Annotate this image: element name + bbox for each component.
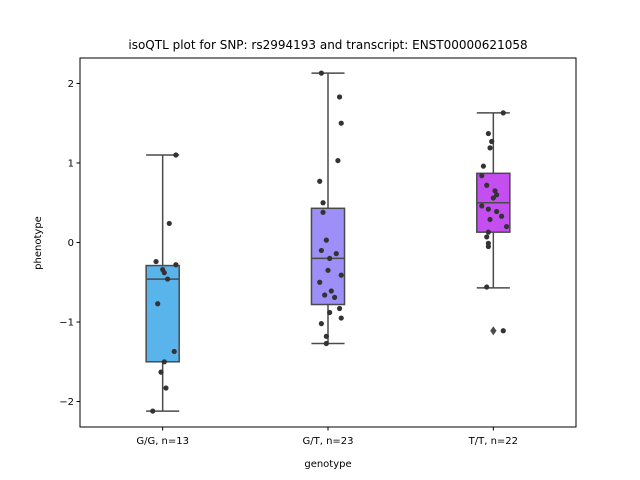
data-point bbox=[480, 163, 487, 169]
data-point bbox=[317, 279, 323, 285]
data-point bbox=[487, 216, 493, 223]
data-point bbox=[479, 203, 485, 209]
data-point bbox=[323, 237, 329, 243]
data-point bbox=[484, 182, 490, 188]
data-point bbox=[320, 200, 326, 206]
data-point bbox=[153, 258, 159, 265]
x-tick-label: T/T, n=22 bbox=[468, 436, 518, 447]
data-point bbox=[484, 284, 490, 290]
chart-title: isoQTL plot for SNP: rs2994193 and trans… bbox=[128, 38, 527, 52]
y-tick-label: −2 bbox=[59, 397, 74, 408]
y-tick-label: 0 bbox=[68, 238, 74, 249]
data-point bbox=[487, 145, 493, 151]
y-tick-label: 2 bbox=[68, 79, 74, 90]
data-point bbox=[323, 340, 329, 347]
outlier-marker bbox=[490, 326, 497, 336]
x-tick-label: G/G, n=13 bbox=[136, 436, 189, 447]
data-point bbox=[503, 223, 510, 230]
data-point bbox=[318, 70, 324, 76]
data-point bbox=[489, 138, 495, 145]
data-point bbox=[479, 173, 485, 179]
data-point bbox=[484, 234, 490, 240]
y-tick-label: 1 bbox=[68, 158, 74, 169]
data-point bbox=[328, 288, 334, 294]
x-axis-label: genotype bbox=[304, 459, 351, 470]
x-tick-label: G/T, n=23 bbox=[302, 436, 353, 447]
data-point bbox=[336, 305, 343, 312]
data-point bbox=[332, 294, 338, 300]
data-point bbox=[320, 209, 326, 215]
data-point bbox=[485, 243, 491, 250]
data-point bbox=[318, 247, 324, 254]
data-point bbox=[325, 267, 331, 273]
data-point bbox=[173, 152, 179, 158]
data-point bbox=[161, 359, 167, 365]
data-point bbox=[336, 94, 343, 100]
data-point bbox=[158, 369, 164, 375]
data-point bbox=[155, 301, 161, 307]
data-point bbox=[171, 348, 177, 355]
data-point bbox=[166, 220, 172, 227]
data-point bbox=[494, 192, 500, 198]
data-point bbox=[500, 110, 506, 116]
data-point bbox=[327, 255, 333, 262]
data-point bbox=[490, 195, 496, 201]
data-point bbox=[485, 229, 491, 235]
data-point bbox=[322, 292, 328, 298]
data-point bbox=[499, 213, 505, 219]
data-point bbox=[494, 208, 500, 215]
y-tick-label: −1 bbox=[59, 318, 74, 329]
data-point bbox=[485, 130, 491, 137]
data-point bbox=[317, 178, 323, 184]
data-point bbox=[323, 333, 329, 339]
data-point bbox=[333, 251, 339, 257]
y-axis-label: phenotype bbox=[33, 216, 44, 270]
data-point bbox=[163, 385, 169, 391]
data-point bbox=[338, 272, 344, 278]
data-point bbox=[327, 309, 333, 316]
data-point bbox=[338, 315, 344, 321]
data-point bbox=[150, 408, 156, 414]
data-point bbox=[165, 276, 171, 282]
box-0 bbox=[145, 264, 180, 363]
data-point bbox=[485, 206, 491, 212]
data-point bbox=[335, 157, 341, 164]
data-point bbox=[318, 321, 324, 327]
axes: −2 −1 0 1 2 G/G, n=13 G/T, n=23 T/T, n=22 bbox=[59, 57, 577, 447]
data-point bbox=[338, 120, 344, 126]
data-point bbox=[173, 262, 179, 268]
data-point bbox=[492, 188, 498, 194]
plot-area bbox=[145, 70, 511, 414]
data-point bbox=[161, 270, 167, 276]
data-point bbox=[500, 328, 506, 334]
